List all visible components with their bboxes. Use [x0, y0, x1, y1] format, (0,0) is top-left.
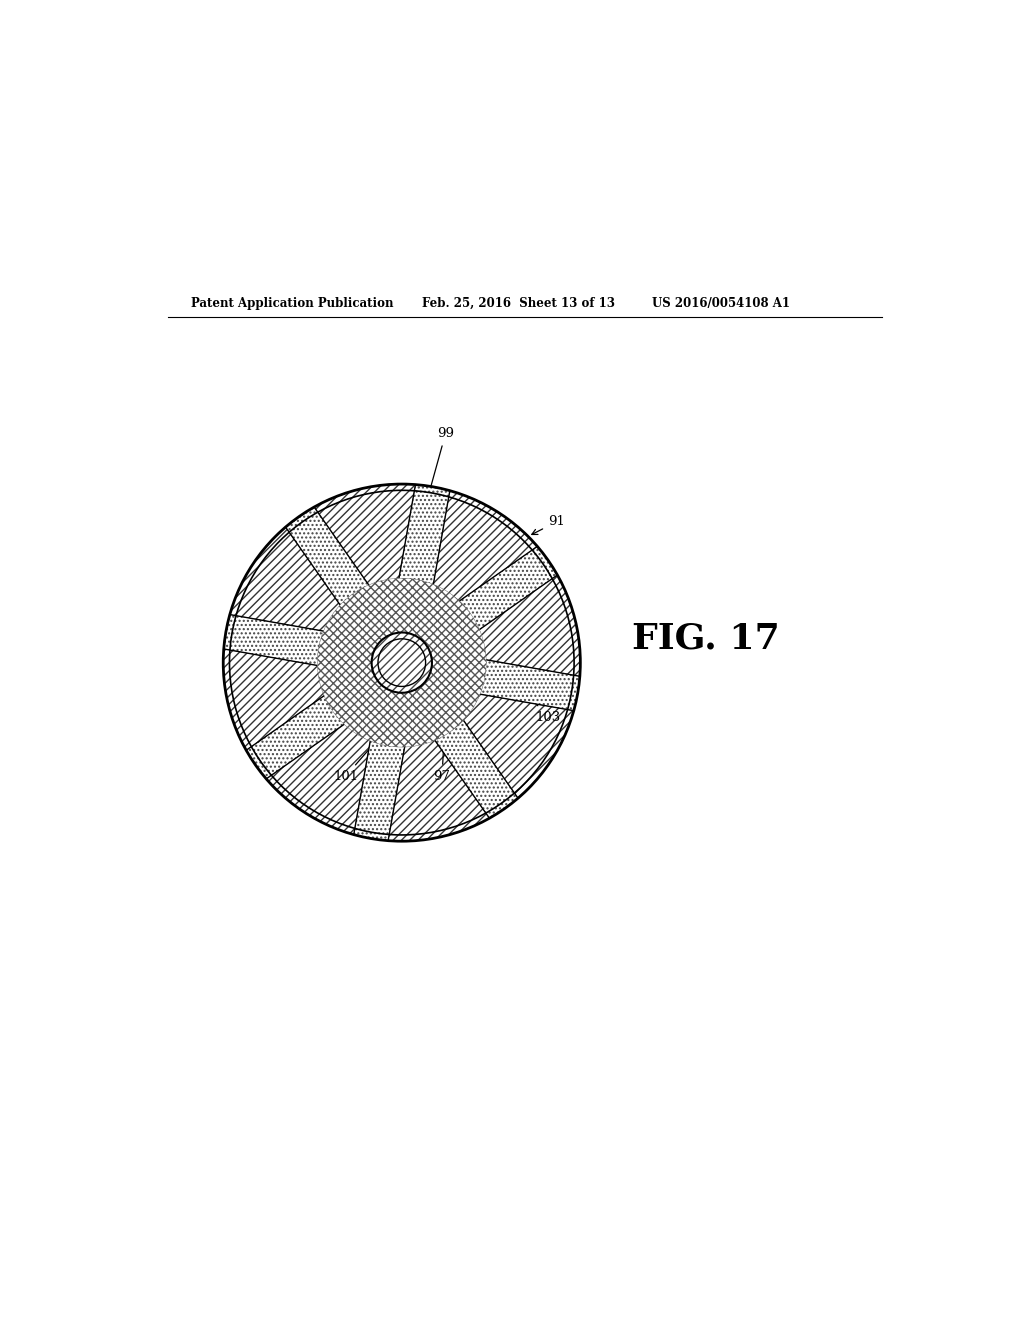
- Circle shape: [372, 632, 432, 693]
- Text: Feb. 25, 2016  Sheet 13 of 13: Feb. 25, 2016 Sheet 13 of 13: [422, 297, 614, 310]
- Text: Patent Application Publication: Patent Application Publication: [191, 297, 394, 310]
- Text: 95: 95: [338, 590, 383, 627]
- Text: 103: 103: [519, 686, 561, 723]
- Polygon shape: [353, 634, 424, 842]
- Circle shape: [317, 578, 486, 747]
- Text: 91: 91: [531, 515, 565, 535]
- Text: FIG. 17: FIG. 17: [632, 622, 779, 656]
- Text: 101: 101: [333, 727, 388, 783]
- Text: 97: 97: [433, 729, 451, 783]
- Polygon shape: [370, 546, 558, 692]
- Polygon shape: [223, 614, 431, 685]
- Polygon shape: [372, 631, 518, 818]
- Polygon shape: [285, 507, 431, 694]
- Text: US 2016/0054108 A1: US 2016/0054108 A1: [652, 297, 790, 310]
- Polygon shape: [380, 483, 450, 692]
- Text: 99: 99: [422, 428, 454, 516]
- Polygon shape: [373, 640, 581, 711]
- Circle shape: [223, 484, 581, 841]
- Polygon shape: [246, 634, 434, 779]
